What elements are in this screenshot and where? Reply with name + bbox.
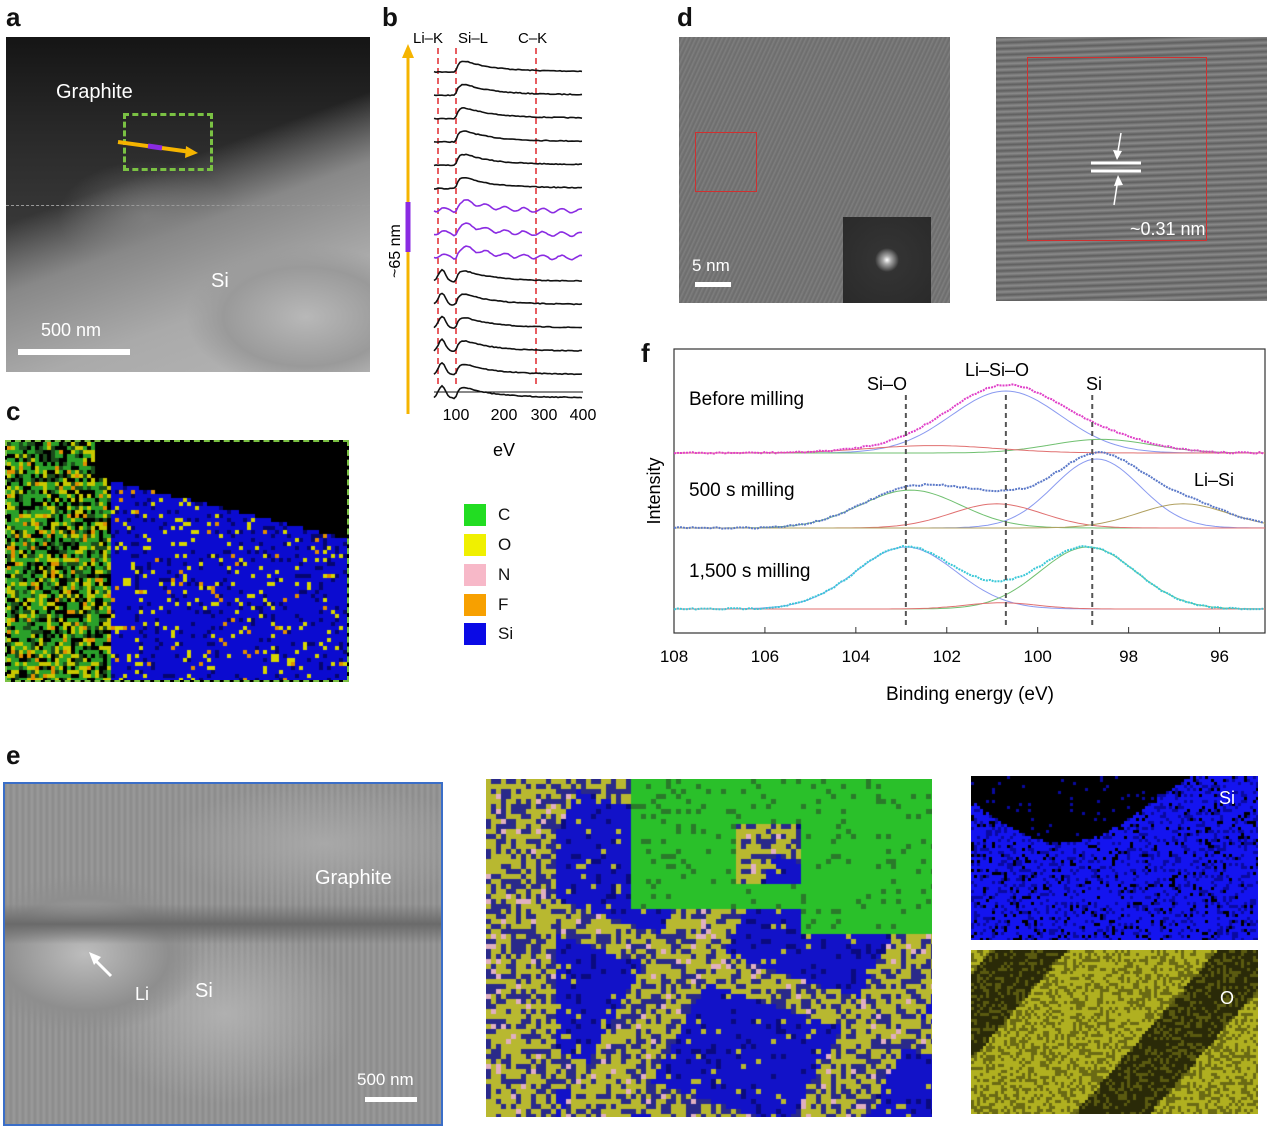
- si-map-label: Si: [1219, 788, 1236, 808]
- eds-map: [5, 440, 349, 682]
- si-map: Si: [971, 776, 1258, 940]
- scale-bar: [695, 282, 731, 287]
- fft-inset: [843, 217, 931, 303]
- si-label: Si: [195, 980, 213, 1002]
- panel-label-d: d: [677, 2, 693, 32]
- line-scan-arrow: [117, 140, 198, 158]
- eels-spectrum-13: [433, 338, 583, 352]
- li-label: Li: [135, 984, 150, 1004]
- series-label-1500: 1,500 s milling: [689, 561, 810, 582]
- tick-400: 400: [570, 407, 597, 424]
- peak-label-li-si-o: Li–Si–O: [965, 360, 1029, 380]
- lattice-marker: [1091, 132, 1141, 206]
- arrow-icon: [89, 952, 113, 978]
- series-2-curve: [673, 450, 1264, 530]
- legend-item-f: F: [464, 594, 508, 616]
- haadf-image: Graphite Si 500 nm: [6, 37, 370, 372]
- scale-bar-label: 500 nm: [357, 1070, 414, 1089]
- peak-label-li-si: Li–Si: [1194, 470, 1234, 490]
- tick-300: 300: [531, 407, 558, 424]
- xps-chart: 108 106 104 102 100 98 96 Intensity Binding en…: [644, 348, 1266, 705]
- eels-spectrum-5: [433, 153, 582, 167]
- lattice-spacing-label: ~0.31 nm: [1130, 219, 1206, 239]
- eels-spectrum-14: [433, 361, 583, 376]
- eels-spectrum-1: [433, 60, 583, 74]
- o-map: O: [971, 950, 1258, 1114]
- eels-spectrum-9: [433, 245, 583, 261]
- x-tick-label-96: 96: [1210, 647, 1229, 666]
- eels-spectrum-10: [433, 268, 583, 283]
- y-axis-label: Intensity: [644, 457, 664, 524]
- eels-spectrum-11: [433, 292, 583, 306]
- panel-label-c: c: [6, 396, 21, 426]
- edge-label-li: Li–K: [413, 30, 443, 47]
- eels-spectra-plot: Li–K Si–L C–K ~65 nm 100 200 300 400 eV: [387, 30, 597, 458]
- x-tick-label-108: 108: [660, 647, 688, 666]
- series-label-before: Before milling: [689, 389, 804, 410]
- edge-label-c: C–K: [518, 30, 547, 47]
- series-3-component-3: [674, 602, 1265, 610]
- scale-bar-label: 5 nm: [692, 256, 730, 275]
- panel-label-f: f: [641, 338, 650, 368]
- hrtem-zoom-image: ~0.31 nm: [996, 37, 1267, 301]
- eels-spectrum-12: [433, 315, 583, 330]
- series-label-500: 500 s milling: [689, 480, 795, 501]
- eds-composite-map: [486, 779, 932, 1117]
- graphite-label: Graphite: [315, 867, 392, 889]
- hrtem-image: 5 nm: [679, 37, 950, 303]
- series-2-component-4: [674, 503, 1266, 529]
- tick-200: 200: [491, 407, 518, 424]
- x-tick-label-106: 106: [751, 647, 779, 666]
- edge-label-si: Si–L: [458, 30, 488, 47]
- tick-100: 100: [443, 407, 470, 424]
- thickness-label: ~65 nm: [387, 224, 404, 278]
- eels-xlabel: eV: [493, 440, 515, 458]
- series-3-curve: [673, 545, 1264, 611]
- scale-bar: [18, 349, 130, 355]
- x-axis-label: Binding energy (eV): [886, 684, 1054, 705]
- series-1-curve: [673, 383, 1264, 455]
- series-2-component-3: [674, 503, 1265, 529]
- eels-spectrum-6: [434, 177, 583, 190]
- eels-spectrum-2: [433, 83, 583, 97]
- peak-label-si: Si: [1086, 374, 1102, 394]
- graphite-label: Graphite: [56, 81, 133, 103]
- x-tick-label-100: 100: [1024, 647, 1052, 666]
- panel-label-e: e: [6, 740, 21, 770]
- peak-label-si-o: Si–O: [867, 374, 907, 394]
- scale-bar: [365, 1097, 417, 1102]
- panel-label-a: a: [6, 2, 21, 32]
- eels-spectrum-15: [433, 384, 583, 400]
- panel-label-b: b: [382, 2, 398, 32]
- legend-item-si: Si: [464, 623, 513, 645]
- legend-item-n: N: [464, 564, 510, 586]
- scale-bar-label: 500 nm: [41, 320, 102, 340]
- si-label: Si: [211, 270, 229, 292]
- x-tick-label-98: 98: [1119, 647, 1138, 666]
- o-map-label: O: [1220, 988, 1235, 1008]
- x-tick-label-102: 102: [933, 647, 961, 666]
- x-tick-label-104: 104: [842, 647, 870, 666]
- legend-item-o: O: [464, 534, 511, 556]
- legend-item-c: C: [464, 504, 510, 526]
- eels-spectrum-4: [433, 130, 583, 144]
- sem-image: Graphite Li Si 500 nm: [3, 782, 443, 1126]
- eels-spectrum-8: [433, 222, 583, 238]
- eels-spectrum-3: [433, 106, 583, 120]
- eels-spectrum-7: [433, 199, 583, 214]
